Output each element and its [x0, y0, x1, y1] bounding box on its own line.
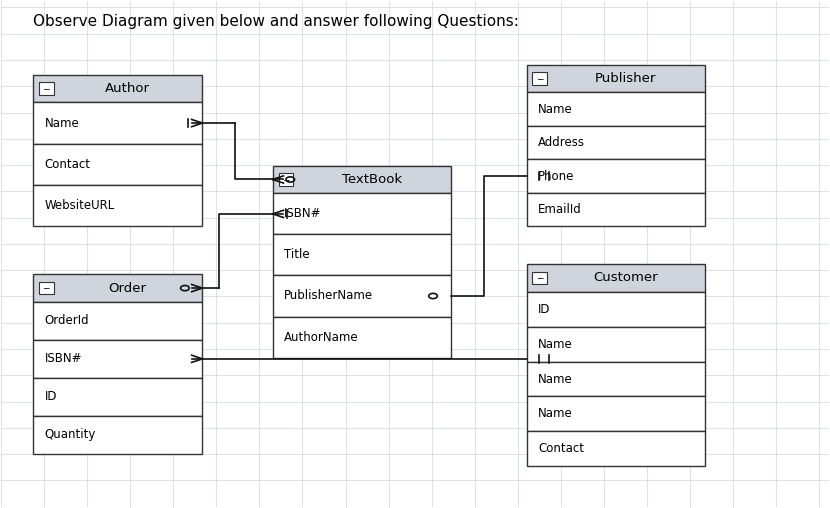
Text: Name: Name — [539, 407, 573, 421]
Bar — [273, 275, 451, 316]
Text: TextBook: TextBook — [341, 173, 402, 186]
Text: −: − — [536, 273, 544, 282]
Bar — [33, 75, 203, 103]
Bar — [33, 340, 203, 378]
Bar — [527, 431, 705, 466]
Bar — [33, 274, 203, 302]
Bar — [39, 82, 53, 95]
Text: Quantity: Quantity — [44, 428, 95, 441]
Bar — [533, 72, 547, 85]
Bar — [39, 282, 53, 295]
Bar — [33, 378, 203, 416]
Text: AuthorName: AuthorName — [285, 331, 359, 343]
Text: −: − — [282, 175, 290, 184]
Bar — [527, 362, 705, 396]
Text: Order: Order — [109, 281, 147, 295]
Bar — [527, 65, 705, 92]
Text: Contact: Contact — [44, 158, 90, 171]
Bar — [527, 160, 705, 193]
Text: OrderId: OrderId — [44, 314, 89, 328]
Bar — [273, 194, 451, 234]
Text: −: − — [42, 283, 50, 293]
Bar — [527, 264, 705, 292]
Bar — [33, 416, 203, 454]
Text: Name: Name — [539, 338, 573, 351]
Text: Phone: Phone — [539, 170, 574, 182]
Text: Customer: Customer — [593, 271, 658, 284]
Bar — [533, 272, 547, 284]
Text: Publisher: Publisher — [595, 72, 657, 85]
Text: PublisherName: PublisherName — [285, 290, 374, 302]
Bar — [33, 185, 203, 226]
Text: −: − — [42, 84, 50, 93]
Bar — [527, 292, 705, 327]
Bar — [273, 234, 451, 275]
Bar — [33, 144, 203, 185]
Bar — [33, 103, 203, 144]
Bar — [33, 302, 203, 340]
Text: Author: Author — [105, 82, 150, 95]
Bar — [273, 166, 451, 194]
Text: Observe Diagram given below and answer following Questions:: Observe Diagram given below and answer f… — [33, 14, 519, 29]
Text: −: − — [536, 74, 544, 83]
Bar — [527, 92, 705, 126]
Bar — [273, 316, 451, 358]
Text: ISBN#: ISBN# — [285, 207, 322, 220]
Bar — [279, 173, 293, 186]
Text: Name: Name — [44, 116, 79, 130]
Text: Contact: Contact — [539, 442, 584, 455]
Text: Title: Title — [285, 248, 310, 262]
Bar — [527, 396, 705, 431]
Text: ISBN#: ISBN# — [44, 353, 82, 365]
Text: Name: Name — [539, 372, 573, 386]
Bar — [527, 126, 705, 160]
Bar — [527, 193, 705, 226]
Text: Name: Name — [539, 103, 573, 115]
Text: EmailId: EmailId — [539, 203, 582, 216]
Text: ID: ID — [539, 303, 551, 316]
Text: WebsiteURL: WebsiteURL — [44, 199, 115, 212]
Text: Address: Address — [539, 136, 585, 149]
Text: ID: ID — [44, 390, 57, 403]
Bar — [527, 327, 705, 362]
